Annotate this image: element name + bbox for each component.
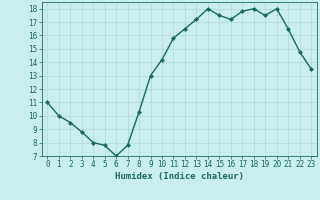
X-axis label: Humidex (Indice chaleur): Humidex (Indice chaleur) (115, 172, 244, 181)
